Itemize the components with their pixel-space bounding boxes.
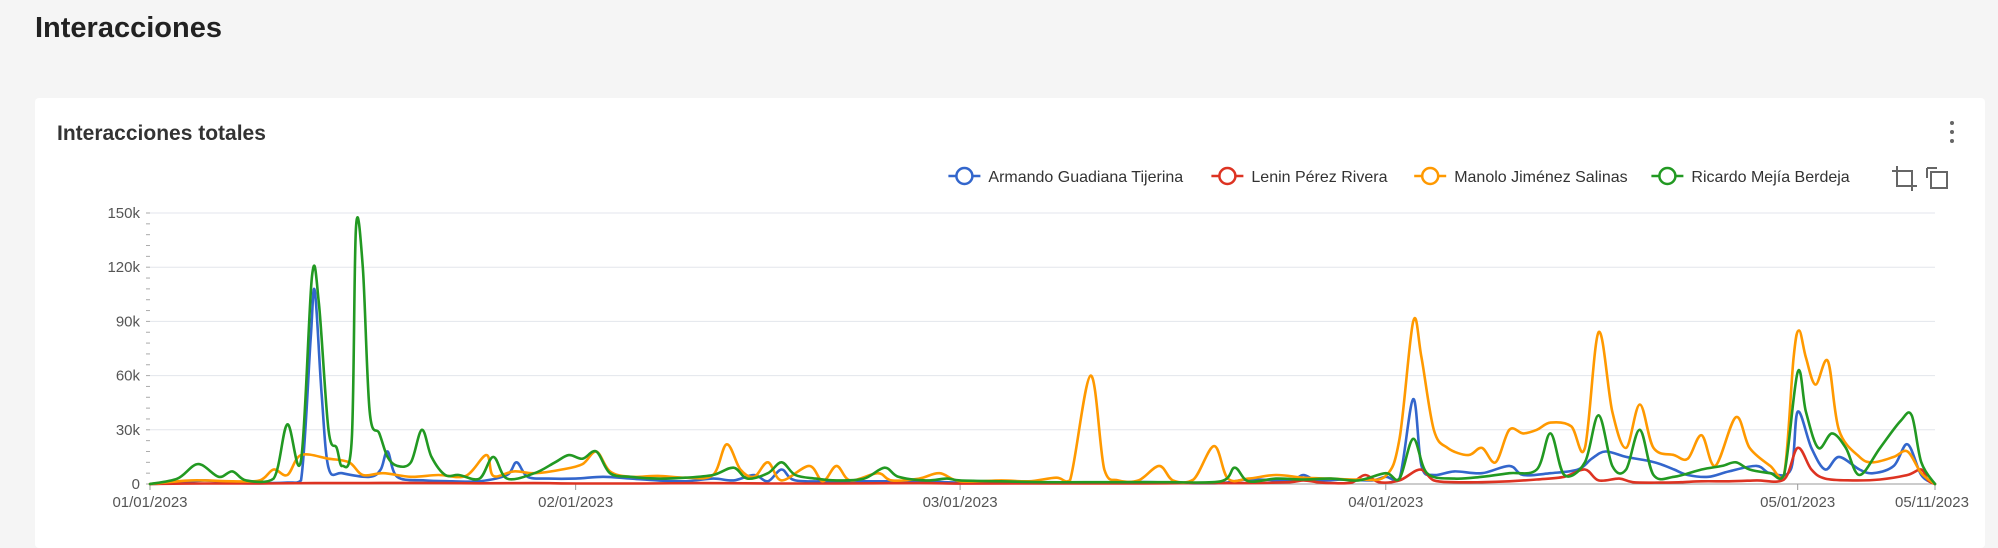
- line-chart: 0 30k 60k 90k 120k 150k 01/01/2023 02/01/2023 03…: [107, 166, 1969, 511]
- x-tick-label: 01/01/2023: [112, 494, 187, 511]
- legend-marker-icon[interactable]: [1218, 166, 1237, 186]
- legend-label[interactable]: Lenin Pérez Rivera: [1251, 169, 1387, 186]
- x-tick-label: 02/01/2023: [538, 494, 613, 511]
- x-tick-label: 03/01/2023: [923, 494, 998, 511]
- series-line-2[interactable]: [148, 446, 1937, 486]
- legend-marker-icon[interactable]: [955, 166, 974, 186]
- chart-card: Interacciones totales 0 30k 60k 90k 120k 150k…: [35, 98, 1985, 548]
- y-tick-label: 30k: [116, 422, 141, 439]
- legend-marker-icon[interactable]: [1658, 166, 1677, 186]
- y-tick-label: 150k: [107, 205, 140, 222]
- y-tick-label: 0: [132, 476, 140, 493]
- legend-label[interactable]: Manolo Jiménez Salinas: [1454, 169, 1627, 186]
- x-tick-label: 05/11/2023: [1895, 494, 1969, 511]
- series-line-3[interactable]: [148, 317, 1937, 486]
- y-tick-label: 120k: [107, 259, 140, 276]
- legend-label[interactable]: Armando Guadiana Tijerina: [988, 169, 1183, 186]
- x-tick-label: 04/01/2023: [1348, 494, 1423, 511]
- y-tick-label: 60k: [116, 368, 141, 385]
- kebab-menu-icon[interactable]: [1940, 120, 1964, 146]
- series-line-4[interactable]: [148, 216, 1937, 486]
- legend-label[interactable]: Ricardo Mejía Berdeja: [1691, 169, 1849, 186]
- page-title: Interacciones: [35, 12, 222, 44]
- x-tick-label: 05/01/2023: [1760, 494, 1835, 511]
- zoom-reset-icon[interactable]: [1926, 167, 1948, 189]
- y-tick-label: 90k: [116, 313, 141, 330]
- crop-zoom-icon[interactable]: [1892, 166, 1917, 191]
- legend-marker-icon[interactable]: [1420, 166, 1440, 186]
- chart-title: Interacciones totales: [57, 122, 266, 145]
